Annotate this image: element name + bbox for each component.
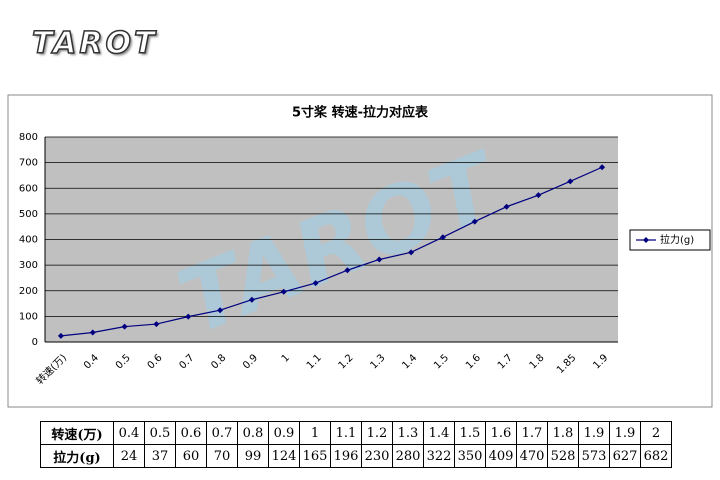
y-tick-label: 400 — [19, 235, 38, 246]
table-cell: 1 — [299, 421, 331, 445]
chart-title: 5寸桨 转速-拉力对应表 — [292, 105, 429, 121]
table-cell: 322 — [423, 444, 455, 468]
marker — [280, 288, 287, 295]
table-cell: 470 — [516, 444, 548, 468]
y-tick-label: 200 — [19, 286, 38, 297]
chart: 5寸桨 转速-拉力对应表 TAROT 010020030040050060070… — [7, 94, 713, 408]
marker — [217, 307, 224, 314]
table-cell: 165 — [299, 444, 331, 468]
table-cell: 24 — [113, 444, 145, 468]
table-cell: 0.7 — [206, 421, 238, 445]
row-header: 拉力(g) — [40, 444, 114, 468]
table-row: 拉力(g) 24 37 60 70 99 124 165 196 230 280 322 350 409 4… — [40, 444, 672, 468]
table-cell: 1.9 — [578, 421, 610, 445]
table-cell: 37 — [144, 444, 176, 468]
marker — [312, 280, 319, 287]
y-tick-label: 300 — [19, 260, 38, 271]
y-tick-label: 100 — [19, 311, 38, 322]
marker — [567, 178, 574, 185]
marker — [121, 323, 128, 330]
data-table: 转速(万) 0.4 0.5 0.6 0.7 0.8 0.9 1 1.1 1.2 1.3 1.4 1.5 1… — [40, 421, 672, 468]
marker — [153, 321, 160, 328]
legend-label: 拉力(g) — [660, 233, 694, 246]
legend-marker — [643, 237, 649, 243]
legend — [629, 229, 711, 251]
table-cell: 1.1 — [330, 421, 362, 445]
table-cell: 99 — [237, 444, 269, 468]
table-cell: 1.9 — [609, 421, 641, 445]
y-tick-label: 700 — [19, 158, 38, 169]
table-cell: 0.8 — [237, 421, 269, 445]
table-cell: 627 — [609, 444, 641, 468]
marker — [471, 218, 478, 225]
table-cell: 1.3 — [392, 421, 424, 445]
y-tick-label: 0 — [32, 337, 38, 348]
table-cell: 682 — [640, 444, 672, 468]
marker — [89, 329, 96, 336]
table-cell: 196 — [330, 444, 362, 468]
table-cell: 0.5 — [144, 421, 176, 445]
table-cell: 350 — [454, 444, 486, 468]
marker — [599, 164, 606, 171]
table-cell: 573 — [578, 444, 610, 468]
y-tick-label: 800 — [19, 132, 38, 143]
table-cell: 1.8 — [547, 421, 579, 445]
table-cell: 1.4 — [423, 421, 455, 445]
table-cell: 60 — [175, 444, 207, 468]
table-cell: 1.7 — [516, 421, 548, 445]
table-cell: 70 — [206, 444, 238, 468]
table-cell: 280 — [392, 444, 424, 468]
table-cell: 124 — [268, 444, 300, 468]
marker — [535, 192, 542, 199]
table-cell: 230 — [361, 444, 393, 468]
marker — [344, 267, 351, 274]
marker — [185, 313, 192, 320]
marker — [248, 296, 255, 303]
table-cell: 528 — [547, 444, 579, 468]
table-cell: 1.2 — [361, 421, 393, 445]
table-cell: 2 — [640, 421, 672, 445]
table-cell: 0.4 — [113, 421, 145, 445]
table-cell: 0.9 — [268, 421, 300, 445]
marker — [408, 249, 415, 256]
row-header: 转速(万) — [40, 421, 114, 445]
marker — [503, 203, 510, 210]
table-cell: 1.6 — [485, 421, 517, 445]
y-tick-label: 500 — [19, 209, 38, 220]
marker — [57, 332, 64, 339]
marker — [439, 234, 446, 241]
logo: TAROT — [31, 25, 158, 62]
marker — [376, 256, 383, 263]
line — [60, 166, 603, 337]
table-cell: 409 — [485, 444, 517, 468]
table-cell: 0.6 — [175, 421, 207, 445]
y-tick-label: 600 — [19, 183, 38, 194]
table-row: 转速(万) 0.4 0.5 0.6 0.7 0.8 0.9 1 1.1 1.2 1.3 1.4 1.5 1… — [40, 421, 672, 445]
table-cell: 1.5 — [454, 421, 486, 445]
